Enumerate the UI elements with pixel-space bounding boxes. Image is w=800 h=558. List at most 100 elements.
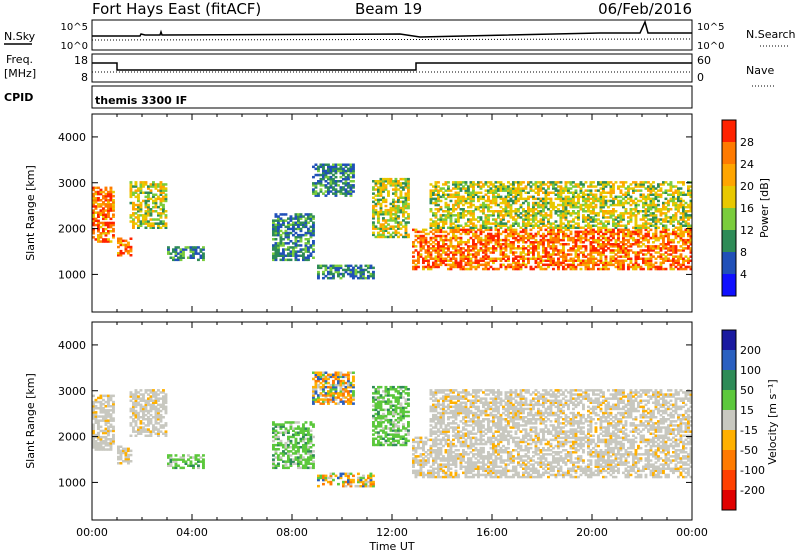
power-cell bbox=[160, 198, 163, 201]
power-cell bbox=[492, 268, 495, 271]
power-cell bbox=[305, 242, 308, 245]
power-cell bbox=[565, 181, 568, 184]
power-cell bbox=[585, 229, 588, 232]
freq-panel-frame bbox=[92, 54, 692, 82]
power-cell bbox=[685, 255, 688, 258]
power-cell bbox=[447, 260, 450, 263]
power-cell bbox=[587, 214, 590, 217]
power-cell bbox=[527, 181, 530, 184]
power-cell bbox=[652, 245, 655, 248]
power-cell bbox=[680, 212, 683, 215]
power-cell bbox=[467, 210, 470, 213]
power-cell bbox=[470, 227, 473, 230]
power-cell bbox=[687, 214, 690, 217]
power-cell bbox=[377, 199, 380, 202]
power-cell bbox=[552, 222, 555, 225]
power-cell bbox=[470, 245, 473, 248]
power-cell bbox=[500, 239, 503, 242]
power-cell bbox=[477, 220, 480, 223]
velocity-cell bbox=[280, 432, 283, 435]
power-cell bbox=[337, 190, 340, 193]
power-cell bbox=[592, 194, 595, 197]
power-cell bbox=[587, 189, 590, 192]
velocity-cell bbox=[135, 410, 138, 413]
power-cell bbox=[445, 231, 448, 234]
velocity-cell bbox=[272, 454, 275, 457]
velocity-cell bbox=[100, 415, 103, 418]
power-cell bbox=[607, 268, 610, 271]
power-cell bbox=[332, 273, 335, 276]
power-cell bbox=[640, 218, 643, 221]
power-cell bbox=[535, 181, 538, 184]
power-cell bbox=[647, 227, 650, 230]
power-cell bbox=[525, 241, 528, 244]
power-cell bbox=[507, 220, 510, 223]
power-cell bbox=[375, 236, 378, 239]
power-cell bbox=[147, 185, 150, 188]
power-cell bbox=[150, 218, 153, 221]
power-cell bbox=[495, 258, 498, 261]
velocity-cell bbox=[142, 406, 145, 409]
power-cell bbox=[345, 188, 348, 191]
power-cell bbox=[432, 185, 435, 188]
power-cell bbox=[420, 253, 423, 256]
power-cell bbox=[500, 181, 503, 184]
velocity-cell bbox=[145, 428, 148, 431]
power-cell bbox=[440, 200, 443, 203]
power-cell bbox=[640, 249, 643, 252]
power-cell bbox=[97, 197, 100, 200]
power-cell bbox=[135, 204, 138, 207]
power-cell bbox=[647, 258, 650, 261]
power-cell bbox=[412, 229, 415, 232]
power-cell bbox=[422, 258, 425, 261]
power-cell bbox=[537, 185, 540, 188]
power-cell bbox=[467, 239, 470, 242]
power-cell bbox=[567, 210, 570, 213]
power-cell bbox=[530, 258, 533, 261]
power-cell bbox=[512, 222, 515, 225]
power-cell bbox=[510, 187, 513, 190]
power-cell bbox=[680, 264, 683, 267]
power-cell bbox=[457, 237, 460, 240]
power-cell bbox=[572, 245, 575, 248]
velocity-cell bbox=[290, 454, 293, 457]
velocity-cell bbox=[302, 456, 305, 459]
power-cell bbox=[177, 257, 180, 260]
power-cell bbox=[677, 187, 680, 190]
power-cell bbox=[527, 202, 530, 205]
power-cell bbox=[492, 183, 495, 186]
power-cell bbox=[622, 198, 625, 201]
power-cell bbox=[362, 269, 365, 272]
power-cell bbox=[487, 204, 490, 207]
power-cell bbox=[642, 258, 645, 261]
power-cell bbox=[512, 181, 515, 184]
power-cell bbox=[460, 247, 463, 250]
power-cell bbox=[555, 210, 558, 213]
power-cell bbox=[405, 192, 408, 195]
power-cell bbox=[287, 246, 290, 249]
power-cell bbox=[335, 188, 338, 191]
power-cell bbox=[427, 245, 430, 248]
power-cell bbox=[327, 176, 330, 179]
power-cell bbox=[630, 249, 633, 252]
power-cell bbox=[590, 216, 593, 219]
power-cell bbox=[460, 229, 463, 232]
power-cell bbox=[175, 259, 178, 262]
velocity-cell bbox=[290, 446, 293, 449]
power-cell bbox=[122, 244, 125, 247]
velocity-cell bbox=[175, 454, 178, 457]
power-cell bbox=[580, 245, 583, 248]
power-cell bbox=[615, 266, 618, 269]
power-cell bbox=[580, 231, 583, 234]
power-cell bbox=[637, 183, 640, 186]
power-cell bbox=[450, 212, 453, 215]
power-cell bbox=[615, 239, 618, 242]
velocity-cell bbox=[275, 430, 278, 433]
power-cell bbox=[100, 222, 103, 225]
power-cell bbox=[455, 208, 458, 211]
velocity-cell bbox=[150, 418, 153, 421]
power-cell bbox=[305, 238, 308, 241]
power-cell bbox=[590, 268, 593, 271]
power-cell bbox=[500, 202, 503, 205]
power-cell bbox=[555, 194, 558, 197]
